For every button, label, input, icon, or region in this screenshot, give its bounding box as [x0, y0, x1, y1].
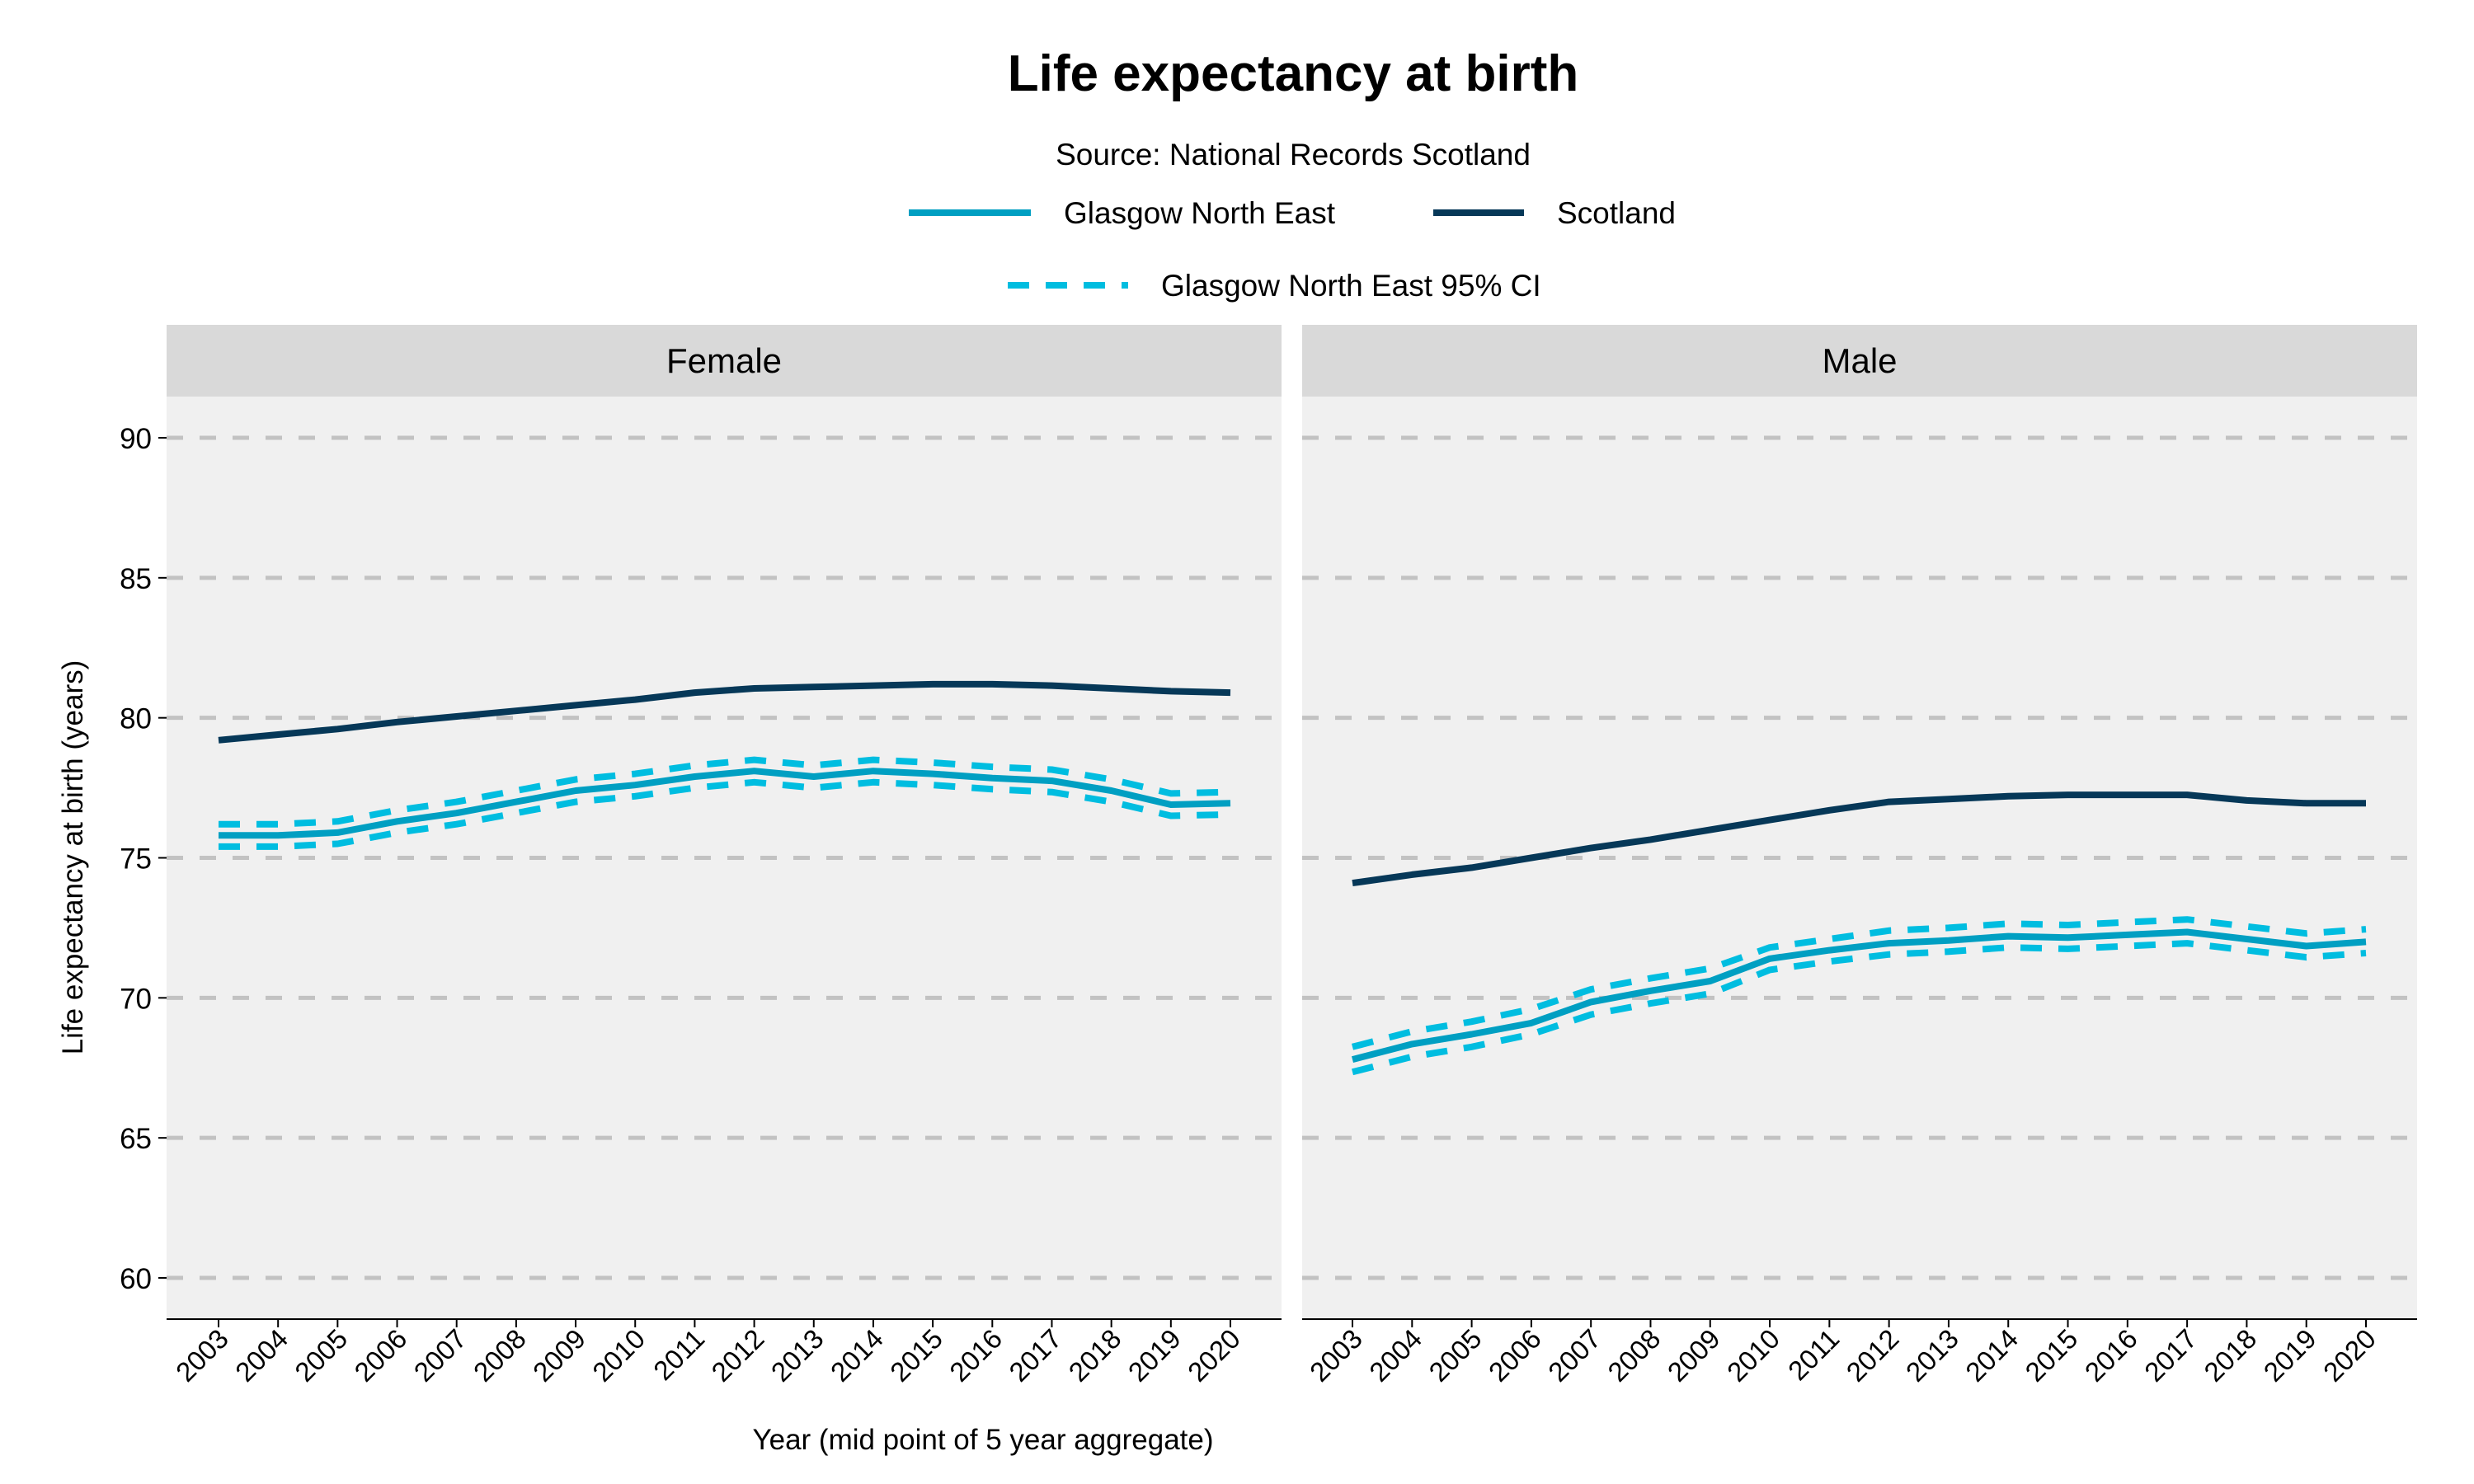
x-tick-label: 2006	[348, 1323, 412, 1388]
x-tick-label: 2013	[1900, 1323, 1964, 1388]
x-tick-label: 2010	[1721, 1323, 1785, 1388]
panel-female: Female 60 65 70 75 80 85 90 20032004200520062007…	[120, 325, 1282, 1388]
x-tick-label: 2016	[2079, 1323, 2143, 1388]
x-tick-label: 2004	[1363, 1323, 1427, 1388]
x-tick-label: 2009	[527, 1323, 591, 1388]
y-tick-label: 90	[120, 423, 152, 455]
x-tick-label: 2007	[408, 1323, 473, 1388]
series-line-glasgow-north-east-95-ci-lower	[219, 778, 1231, 850]
x-tick-label: 2011	[647, 1323, 710, 1386]
x-tick-label: 2006	[1483, 1323, 1547, 1388]
x-tick-label: 2003	[170, 1323, 234, 1388]
x-tick-label: 2012	[705, 1323, 769, 1388]
y-axis-label: Life expectancy at birth (years)	[57, 660, 89, 1055]
x-tick-label: 2003	[1304, 1323, 1368, 1388]
x-tick-label: 2018	[1063, 1323, 1127, 1388]
x-tick-label: 2008	[1602, 1323, 1666, 1388]
x-tick-label: 2009	[1662, 1323, 1726, 1388]
x-tick-label: 2005	[289, 1323, 353, 1388]
x-tick-label: 2017	[1003, 1323, 1067, 1388]
x-tick-label: 2020	[2317, 1323, 2382, 1388]
series-line-glasgow-north-east	[1351, 928, 2367, 1063]
y-tick-label: 65	[120, 1123, 152, 1155]
legend-label-glasgow-north-east: Glasgow North East	[1064, 196, 1336, 230]
x-tick-label: 2017	[2138, 1323, 2203, 1388]
facet-label: Male	[1822, 341, 1897, 380]
x-tick-label: 2019	[1122, 1323, 1187, 1388]
x-tick-label: 2014	[1959, 1323, 2024, 1388]
x-axis-label: Year (mid point of 5 year aggregate)	[752, 1424, 1213, 1456]
y-tick-label: 70	[120, 983, 152, 1015]
x-tick-label: 2015	[884, 1323, 948, 1388]
facet-label: Female	[666, 341, 782, 380]
series-line-glasgow-north-east-95-ci-upper	[219, 756, 1231, 828]
y-tick-label: 75	[120, 843, 152, 876]
x-tick-label: 2008	[468, 1323, 532, 1388]
series-line-scotland	[1352, 791, 2366, 887]
x-tick-label: 2019	[2258, 1323, 2322, 1388]
x-tick-label: 2007	[1542, 1323, 1606, 1388]
series-line-scotland	[218, 680, 1231, 744]
y-tick-label: 80	[120, 703, 152, 735]
series-line-glasgow-north-east	[219, 768, 1231, 839]
facet-strip	[1302, 325, 2417, 397]
chart-subtitle: Source: National Records Scotland	[1056, 138, 1531, 171]
chart-title: Life expectancy at birth	[1008, 45, 1579, 102]
x-tick-label: 2013	[765, 1323, 830, 1388]
x-tick-label: 2010	[586, 1323, 651, 1388]
x-tick-label: 2004	[229, 1323, 294, 1388]
x-tick-label: 2011	[1782, 1323, 1845, 1386]
x-tick-label: 2018	[2198, 1323, 2262, 1388]
y-tick-label: 60	[120, 1263, 152, 1295]
legend-label-scotland: Scotland	[1557, 196, 1676, 230]
x-tick-label: 2012	[1841, 1323, 1905, 1388]
x-tick-label: 2005	[1423, 1323, 1487, 1388]
y-tick-label: 85	[120, 563, 152, 595]
series-line-glasgow-north-east-95-ci-upper	[1351, 916, 2367, 1050]
panel-male: Male 200320042005200620072008200920102011…	[1302, 325, 2417, 1388]
x-tick-label: 2015	[2019, 1323, 2083, 1388]
x-tick-label: 2020	[1182, 1323, 1246, 1388]
x-tick-label: 2016	[943, 1323, 1008, 1388]
facet-strip	[167, 325, 1282, 397]
series-line-glasgow-north-east-95-ci-lower	[1352, 940, 2367, 1076]
legend-label-ci: Glasgow North East 95% CI	[1161, 269, 1541, 303]
x-tick-label: 2014	[825, 1323, 889, 1388]
legend: Glasgow North East Scotland Glasgow Nort…	[909, 196, 1676, 303]
